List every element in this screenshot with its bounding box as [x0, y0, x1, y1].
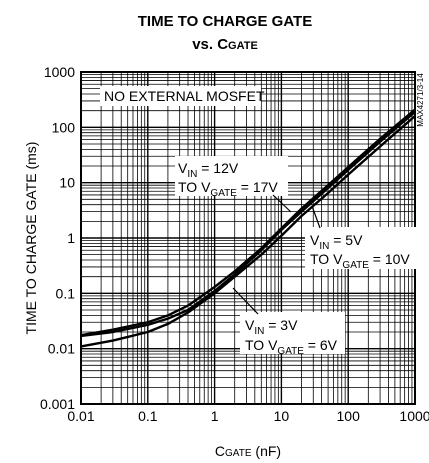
- x-tick-label: 0.1: [138, 408, 158, 424]
- figure-id: MAX4271/3-14: [416, 73, 425, 127]
- y-tick-label: 100: [52, 119, 76, 135]
- plot-series: [80, 108, 416, 348]
- x-tick-label: 100: [337, 408, 361, 424]
- annotation-vin-12v: VIN = 12V TO VGATE = 17V: [175, 156, 288, 199]
- y-tick-label: 0.01: [48, 341, 75, 357]
- x-tick-label: 10: [274, 408, 290, 424]
- svg-text:TO VGATE = 6V: TO VGATE = 6V: [245, 337, 338, 357]
- annotation-leader-12v: [272, 194, 292, 213]
- y-tick-label: 0.1: [56, 285, 76, 301]
- annotation-leader-5v: [311, 205, 321, 229]
- y-tick-label: 1: [67, 230, 75, 246]
- y-tick-label: 10: [59, 175, 75, 191]
- x-axis-label: CGATE (nF): [215, 443, 281, 459]
- annotation-leader-3v: [232, 287, 259, 315]
- x-tick-label: 0.01: [67, 408, 94, 424]
- chart-title-line1: TIME TO CHARGE GATE: [138, 13, 312, 30]
- annotation-vin-5v: VIN = 5V TO VGATE = 10V: [305, 227, 417, 271]
- svg-text:VIN = 5V: VIN = 5V: [310, 232, 363, 252]
- svg-text:NO EXTERNAL MOSFET: NO EXTERNAL MOSFET: [104, 88, 265, 104]
- annotation-no-external-mosfet: NO EXTERNAL MOSFET: [100, 86, 265, 106]
- svg-text:TO VGATE = 10V: TO VGATE = 10V: [310, 251, 410, 271]
- series-line-1: [80, 110, 416, 338]
- svg-text:TO VGATE = 17V: TO VGATE = 17V: [178, 179, 278, 199]
- svg-text:VIN = 12V: VIN = 12V: [178, 160, 239, 180]
- y-tick-label: 0.001: [40, 396, 75, 412]
- x-tick-label: 1000: [399, 408, 429, 424]
- series-line-2: [80, 115, 416, 348]
- chart-title-line2: vs. CGATE: [192, 36, 258, 53]
- y-tick-label: 1000: [44, 64, 75, 80]
- y-axis-label: TIME TO CHARGE GATE (ms): [23, 142, 39, 335]
- svg-text:VIN = 3V: VIN = 3V: [245, 317, 298, 337]
- series-line-3: [80, 108, 416, 337]
- annotation-vin-3v: VIN = 3V TO VGATE = 6V: [240, 312, 345, 357]
- x-tick-label: 1: [211, 408, 219, 424]
